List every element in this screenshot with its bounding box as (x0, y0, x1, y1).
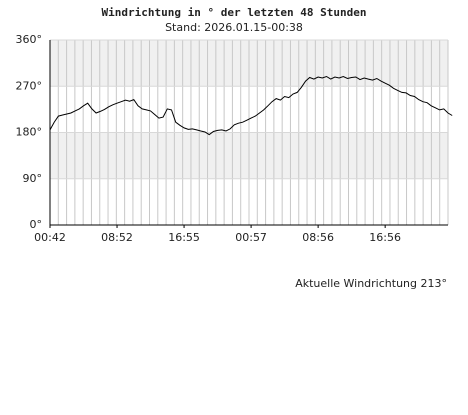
x-tick-label: 08:52 (101, 231, 133, 244)
x-tick-label: 16:55 (168, 231, 200, 244)
y-tick-label: 180° (16, 126, 43, 139)
y-tick-label: 360° (16, 33, 43, 46)
annotation: Aktuelle Windrichtung 213° (295, 277, 447, 290)
y-tick-label: 0° (30, 218, 43, 231)
y-tick-label: 270° (16, 79, 43, 92)
y-tick-label: 90° (23, 172, 43, 185)
line (49, 75, 453, 136)
x-tick-label: 16:56 (369, 231, 401, 244)
chart-title: Windrichtung in ° der letzten 48 Stunden (102, 6, 367, 19)
x-tick-label: 08:56 (302, 231, 334, 244)
x-tick-label: 00:57 (235, 231, 267, 244)
x-tick-label: 00:42 (34, 231, 66, 244)
chart-subtitle: Stand: 2026.01.15-00:38 (165, 21, 303, 34)
